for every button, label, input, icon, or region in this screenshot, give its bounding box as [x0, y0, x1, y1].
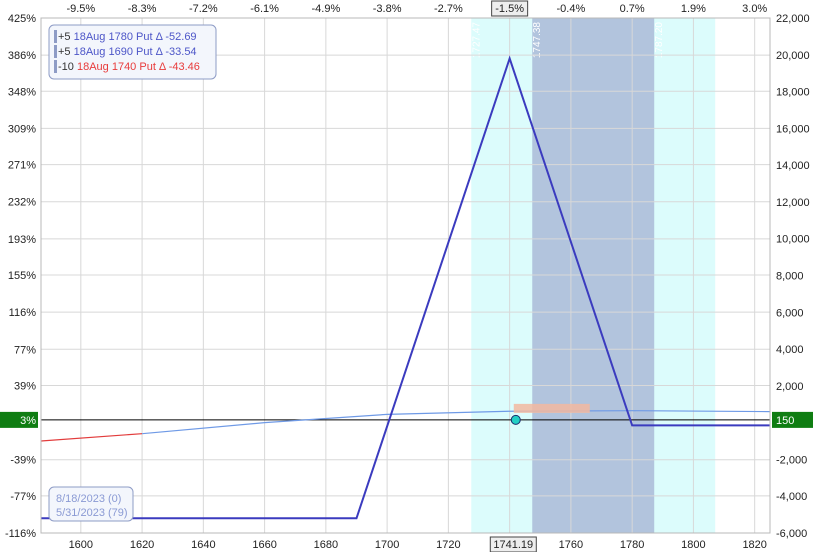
band-label: 1807.11: [715, 22, 726, 58]
bottom-axis-tick-label: 1720: [436, 539, 460, 551]
top-axis-tick-label: -3.8%: [373, 3, 402, 15]
left-axis-tick-label: -116%: [5, 528, 36, 540]
bottom-axis-tick-label: 1800: [681, 539, 705, 551]
right-axis-tick-label: -6,000: [776, 528, 807, 540]
band-label: 1787.20: [654, 22, 665, 59]
bottom-axis-tick-label: 1780: [620, 539, 644, 551]
bottom-axis-tick-label: 1700: [375, 539, 399, 551]
bottom-axis-tick-label: 1640: [191, 539, 215, 551]
left-axis-tick-label: 116%: [9, 307, 37, 319]
left-axis-tick-label: 193%: [8, 234, 36, 246]
right-axis-tick-label: 6,000: [776, 307, 804, 319]
left-axis-tick-label: 348%: [8, 86, 36, 98]
left-axis-tick-label: 232%: [8, 197, 36, 209]
top-axis-tick-label: -4.9%: [311, 3, 340, 15]
today-line-negative: [40, 433, 143, 442]
right-axis-tick-label: -2,000: [776, 454, 807, 466]
top-axis-tick-label: 3.0%: [742, 3, 767, 15]
right-axis-tick-label: 8,000: [776, 271, 804, 283]
bottom-axis-tick-label: 1660: [252, 539, 276, 551]
right-axis-tick-label: 20,000: [776, 50, 810, 62]
date-legend-entry: 8/18/2023 (0): [56, 493, 121, 505]
right-axis-tick-label: 14,000: [776, 160, 810, 172]
top-axis-tick-label: -8.3%: [128, 3, 157, 15]
left-axis-tick-label: 39%: [14, 380, 36, 392]
price-range-highlight: [513, 403, 590, 413]
right-axis-tick-label: 2,000: [776, 381, 804, 393]
top-axis-tick-label: 1.9%: [681, 3, 706, 15]
current-price-box: [489, 536, 537, 552]
band-label: 1747.38: [532, 22, 543, 59]
left-axis-tick-label: 77%: [14, 344, 36, 356]
right-axis-tick-label: 18,000: [776, 87, 810, 99]
right-axis-highlight-box: [772, 411, 813, 428]
right-axis-tick-label: 22,000: [776, 13, 810, 25]
top-axis-tick-label: 0.7%: [620, 3, 645, 15]
right-axis-tick-label: 12,000: [776, 197, 810, 209]
position-legend-box: [48, 24, 217, 80]
top-axis-tick-label: -2.7%: [434, 3, 463, 15]
top-axis-tick-label: -1.5%: [495, 3, 524, 15]
current-price-marker: [510, 414, 521, 425]
right-axis-tick-label: -4,000: [776, 491, 807, 503]
bottom-axis-tick-label: 1680: [314, 539, 338, 551]
right-axis-tick-label: 10,000: [776, 234, 810, 246]
plot-frame: [40, 17, 771, 534]
right-axis-highlight-label: 150: [776, 415, 794, 427]
expiry-line: [41, 55, 770, 520]
bottom-axis-tick-label: 1760: [559, 539, 583, 551]
legend-entry: +5 18Aug 1780 Put Δ -52.69: [58, 31, 197, 43]
current-price-label: 1741.19: [493, 539, 533, 551]
band-label: 1727.47: [471, 22, 482, 59]
top-axis-tick-label: -6.1%: [250, 3, 279, 15]
top-axis-tick-label: -0.4%: [557, 3, 586, 15]
legend-marker: [54, 45, 57, 58]
position-legend[interactable]: +5 18Aug 1780 Put Δ -52.69 +5 18Aug 1690 …: [48, 24, 217, 80]
top-axis-highlight-box: [491, 0, 529, 17]
legend-entry: +5 18Aug 1690 Put Δ -33.54: [58, 46, 197, 58]
legend-marker: [54, 60, 57, 73]
left-axis-tick-label: 386%: [8, 50, 36, 62]
date-legend-box: [48, 486, 134, 522]
left-axis-tick-label: -39%: [10, 455, 36, 467]
left-axis-tick-label: 425%: [8, 13, 36, 25]
today-line-positive: [142, 410, 771, 435]
legend-entry: -10 18Aug 1740 Put Δ -43.46: [58, 61, 200, 73]
left-axis-highlight-label: 3%: [20, 415, 36, 427]
left-axis-tick-label: 309%: [8, 123, 36, 135]
grid: [41, 17, 770, 534]
legend-marker: [54, 30, 57, 43]
left-axis-highlight-box: [0, 411, 38, 428]
date-legend-entry: 5/31/2023 (79): [56, 507, 128, 519]
bottom-axis-tick-label: 1620: [130, 539, 154, 551]
right-axis-tick-label: 16,000: [776, 123, 810, 135]
pnl-lines: [40, 55, 771, 520]
date-legend[interactable]: 8/18/2023 (0) 5/31/2023 (79): [48, 486, 134, 522]
top-axis-tick-label: -9.5%: [66, 3, 95, 15]
bottom-axis-tick-label: 1820: [742, 539, 766, 551]
left-axis-tick-label: -77%: [10, 491, 36, 503]
left-axis-tick-label: 271%: [8, 160, 36, 172]
top-axis-tick-label: -7.2%: [189, 3, 218, 15]
bottom-axis-tick-label: 1600: [69, 539, 93, 551]
right-axis-tick-label: 4,000: [776, 344, 804, 356]
left-axis-tick-label: 155%: [8, 270, 36, 282]
